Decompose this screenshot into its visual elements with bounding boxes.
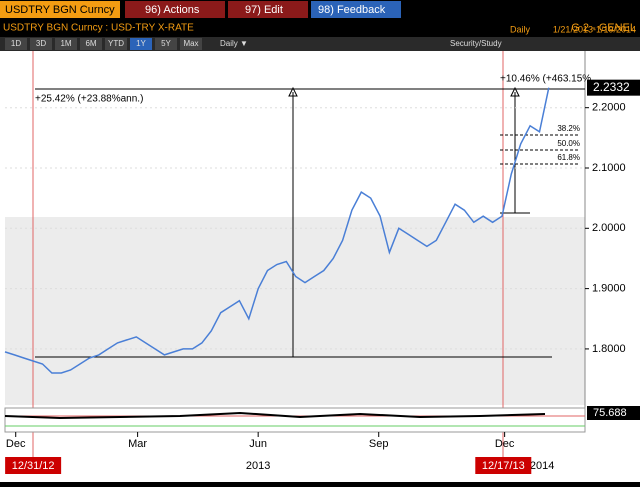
period-button[interactable] — [180, 38, 202, 50]
x-tick-label: Sep — [369, 438, 389, 450]
price-line — [4, 87, 550, 374]
subtitle: USDTRY BGN Curncy : USD-TRY X-RATE — [3, 23, 194, 34]
x-tick-label: Dec — [495, 438, 515, 450]
study-value-box — [587, 406, 640, 420]
period-label[interactable]: 1D — [11, 39, 21, 48]
date-marker-box — [5, 457, 62, 474]
interval-button[interactable]: Daily ▼ — [220, 39, 248, 48]
menu-button[interactable] — [311, 1, 401, 18]
shade — [5, 217, 585, 405]
study-panel — [4, 407, 586, 433]
period-button[interactable] — [130, 38, 152, 50]
last-price-label: 2.2332 — [593, 80, 630, 94]
date-marker-label: 12/17/13 — [482, 460, 525, 472]
arrowhead — [288, 86, 298, 97]
y-tick-label: 2.0000 — [592, 222, 626, 234]
y-tick-label: 2.2000 — [592, 102, 626, 114]
period-buttons: 1D 3D 1M 6M YTD 1Y 5Y Max — [5, 38, 202, 50]
menu-button[interactable] — [228, 1, 308, 18]
menu-label[interactable]: 96) Actions — [145, 4, 200, 16]
fib-label: 38.2% — [557, 124, 580, 133]
period-label[interactable]: 1M — [60, 39, 71, 48]
menu-label[interactable]: 97) Edit — [245, 4, 283, 16]
study-value: 75.688 — [593, 407, 627, 419]
period-button[interactable] — [105, 38, 127, 50]
x-tick-label: Dec — [6, 438, 26, 450]
year-label: 2013 — [246, 460, 270, 472]
period-label[interactable]: 5Y — [161, 39, 171, 48]
x-tick-label: Jun — [249, 438, 267, 450]
period-label[interactable]: 6M — [85, 39, 96, 48]
period-button[interactable] — [55, 38, 77, 50]
period-label[interactable]: Max — [183, 39, 198, 48]
annotation: +10.46% (+463.15% — [500, 74, 591, 85]
menu-button[interactable] — [125, 1, 225, 18]
date-marker-box — [475, 457, 532, 474]
menu-label[interactable]: 98) Feedback — [318, 4, 386, 16]
y-tick-label: 1.8000 — [592, 343, 626, 355]
fib-label: 61.8% — [557, 153, 580, 162]
x-tick-label: Mar — [128, 438, 147, 450]
frequency: Daily — [510, 24, 531, 34]
period-button[interactable] — [30, 38, 52, 50]
ticker-tab[interactable] — [0, 1, 120, 18]
year-label: 2014 — [530, 460, 554, 472]
date-marker-label: 12/31/12 — [12, 460, 55, 472]
last-price-box — [587, 79, 640, 96]
y-tick-label: 2.1000 — [592, 162, 626, 174]
period-label[interactable]: 3D — [36, 39, 46, 48]
page-id: G 2 - GENEL — [571, 22, 636, 34]
period-label[interactable]: YTD — [108, 39, 124, 48]
period-button[interactable] — [5, 38, 27, 50]
period-button[interactable] — [155, 38, 177, 50]
fib-label: 50.0% — [557, 139, 580, 148]
annotation: +25.42% (+23.88%ann.) — [35, 94, 143, 105]
study-line — [4, 411, 546, 420]
period-button[interactable] — [80, 38, 102, 50]
y-tick-label: 1.9000 — [592, 283, 626, 295]
date-range: 1/21/2013-1/19/2014 — [553, 24, 636, 34]
study-button[interactable]: Security/Study — [450, 39, 502, 48]
period-label[interactable]: 1Y — [136, 39, 146, 48]
arrowhead — [510, 86, 520, 97]
ticker-tab-label[interactable]: USDTRY BGN Curncy — [5, 4, 115, 16]
